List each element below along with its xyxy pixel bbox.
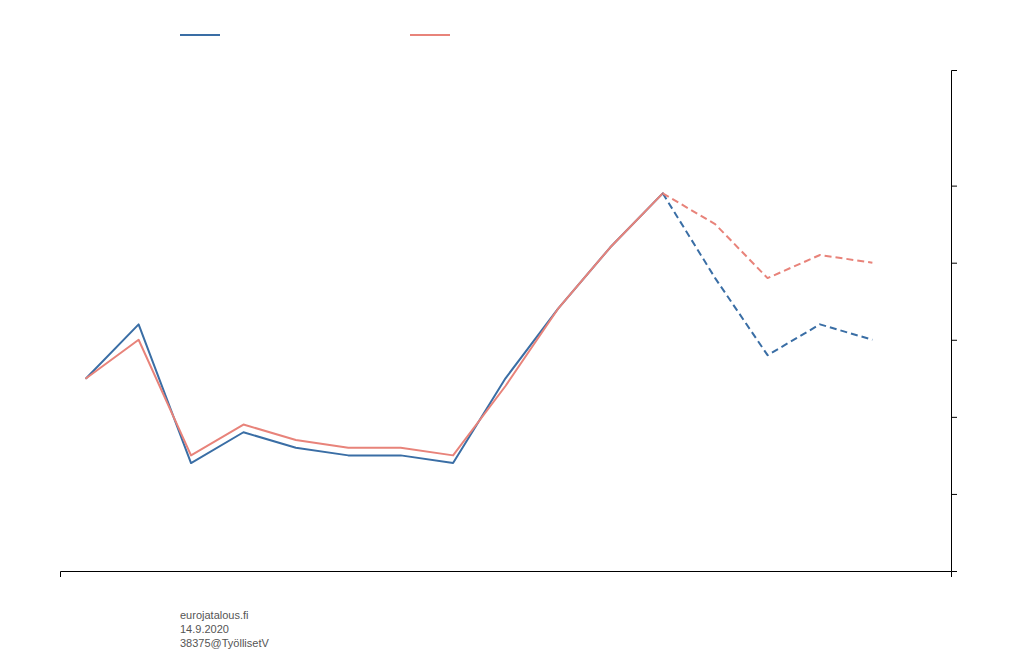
tick	[951, 263, 957, 264]
line	[663, 193, 873, 278]
y-axis	[951, 71, 957, 572]
line	[86, 193, 663, 463]
tick-mark	[951, 494, 957, 495]
tick	[951, 494, 957, 495]
tick	[951, 340, 957, 341]
legend	[180, 35, 450, 36]
annotation: eurojatalous.fi	[180, 609, 249, 621]
tick-mark	[951, 417, 957, 418]
tick-mark	[951, 340, 957, 341]
legend-swatch	[410, 34, 450, 36]
line	[663, 193, 873, 355]
x-axis	[61, 572, 952, 578]
annotations: eurojatalous.fi 14.9.2020 38375@TyöllisetV	[180, 609, 269, 649]
annotation: 38375@TyöllisetV	[180, 637, 269, 649]
axis-line	[952, 71, 958, 572]
tick	[951, 417, 957, 418]
tick-mark	[951, 186, 957, 187]
legend-swatch	[180, 34, 220, 36]
tick	[951, 186, 957, 187]
annotation: 14.9.2020	[180, 623, 229, 635]
plot	[61, 71, 958, 578]
chart: eurojatalous.fi 14.9.2020 38375@TyöllisetV	[0, 0, 1011, 661]
tick-mark	[951, 263, 957, 264]
axis-line	[61, 572, 952, 578]
lines	[86, 193, 872, 463]
line	[86, 193, 663, 455]
